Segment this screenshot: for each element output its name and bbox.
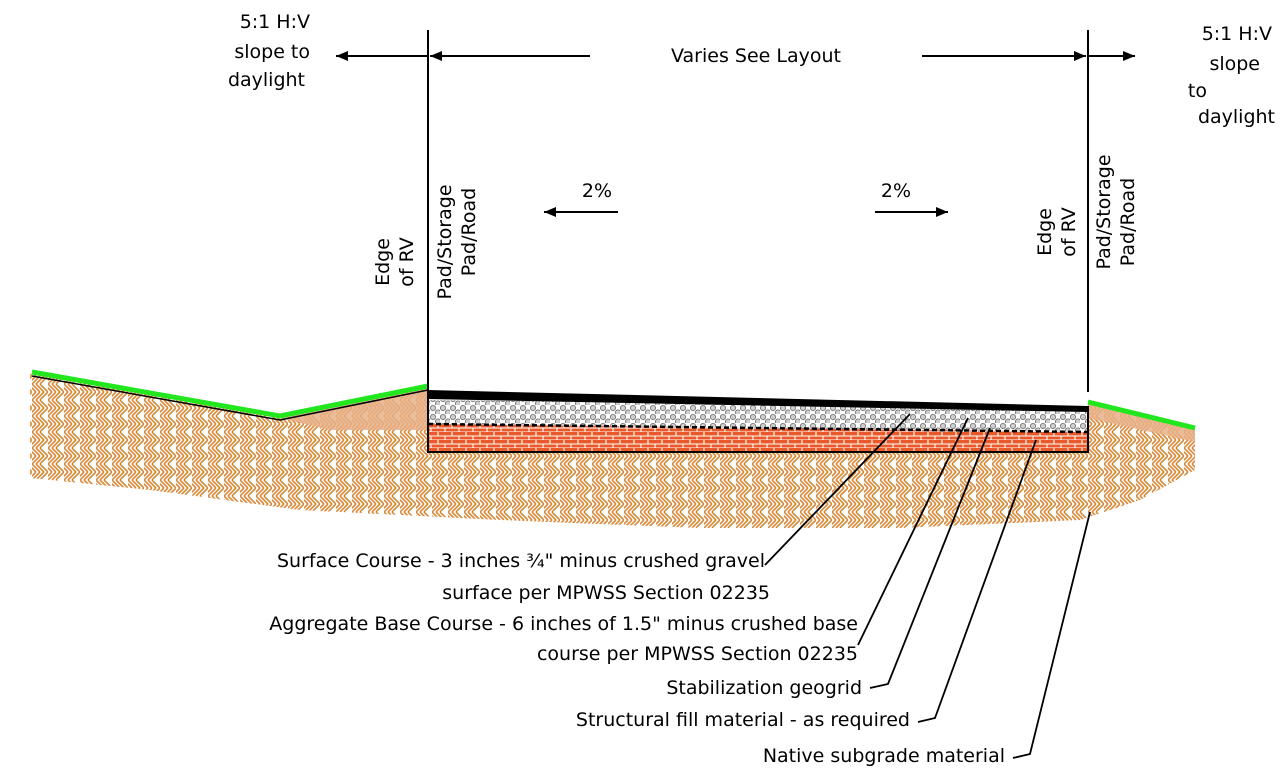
right-slope-label-4: daylight xyxy=(1198,106,1275,128)
base-course-callout-1: Aggregate Base Course - 6 inches of 1.5"… xyxy=(269,613,858,635)
native-subgrade-leader xyxy=(1012,511,1091,759)
base-course-leader xyxy=(857,417,969,646)
left-cross-slope-label: 2% xyxy=(582,180,612,202)
right-edge-label-1: Edge xyxy=(1034,208,1056,256)
native-subgrade-callout: Native subgrade material xyxy=(763,745,1005,767)
surface-course-leader xyxy=(764,413,911,566)
right-cross-slope-label: 2% xyxy=(881,180,911,202)
left-ground-line xyxy=(31,375,429,421)
structural-fill-callout: Structural fill material - as required xyxy=(576,709,910,731)
base-course-callout-2: course per MPWSS Section 02235 xyxy=(537,643,858,665)
geogrid-leader xyxy=(869,427,991,689)
left-edge-label-2: of RV xyxy=(396,237,418,287)
surface-course-callout-2: surface per MPWSS Section 02235 xyxy=(442,582,770,604)
left-slope-label-2: slope to xyxy=(234,41,310,63)
left-edge-label-4: Pad/Road xyxy=(458,188,480,276)
right-fill-wedge xyxy=(1088,402,1195,442)
width-dimension-label: Varies See Layout xyxy=(671,45,841,67)
left-edge-label-1: Edge xyxy=(372,238,394,286)
right-edge-label-4: Pad/Road xyxy=(1117,178,1139,266)
right-edge-label-3: Pad/Storage xyxy=(1093,154,1115,269)
structural-fill-leader xyxy=(917,439,1037,723)
geogrid-callout: Stabilization geogrid xyxy=(666,677,862,699)
surface-course-layer xyxy=(428,390,1088,412)
left-slope-label-1: 5:1 H:V xyxy=(240,11,310,33)
left-slope-label-3: daylight xyxy=(228,69,305,91)
left-edge-label-3: Pad/Storage xyxy=(434,184,456,299)
right-slope-label-2: slope xyxy=(1209,53,1260,75)
section-outline xyxy=(427,390,1089,453)
left-grass-line xyxy=(31,369,429,419)
right-edge-label-2: of RV xyxy=(1058,207,1080,257)
right-slope-label-1: 5:1 H:V xyxy=(1202,23,1272,45)
right-grass-line xyxy=(1087,399,1196,431)
left-fill-wedge xyxy=(280,388,428,430)
right-slope-label-3: to xyxy=(1188,80,1207,102)
geogrid-line xyxy=(427,422,1089,434)
surface-course-callout-1: Surface Course - 3 inches ¾" minus crush… xyxy=(277,550,765,572)
